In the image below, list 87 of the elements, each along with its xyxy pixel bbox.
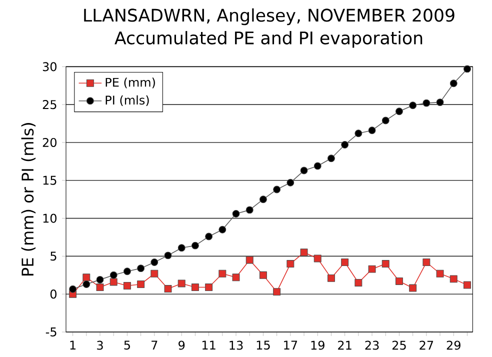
point bbox=[286, 178, 294, 186]
point bbox=[246, 206, 254, 214]
x-tick-label: 17 bbox=[284, 340, 298, 350]
point bbox=[137, 264, 145, 272]
point bbox=[450, 80, 458, 88]
point bbox=[218, 270, 226, 278]
point bbox=[205, 284, 213, 292]
point bbox=[436, 98, 444, 106]
legend-label: PE (mm) bbox=[106, 78, 155, 88]
point bbox=[327, 274, 335, 282]
x-tick-label: 7 bbox=[152, 340, 158, 350]
point bbox=[273, 186, 281, 194]
x-tick-label: 27 bbox=[420, 340, 434, 350]
point bbox=[191, 284, 199, 292]
point bbox=[178, 244, 186, 252]
point bbox=[82, 280, 90, 288]
point bbox=[96, 284, 104, 292]
point bbox=[341, 258, 349, 266]
x-tick-label: 5 bbox=[124, 340, 130, 350]
point bbox=[191, 242, 199, 250]
point bbox=[409, 284, 417, 292]
y-tick-label: 30 bbox=[42, 62, 56, 72]
point bbox=[82, 274, 90, 282]
x-tick-label: 9 bbox=[178, 340, 185, 350]
point bbox=[150, 258, 158, 266]
y-tick-label: -5 bbox=[46, 328, 56, 336]
point bbox=[259, 271, 267, 279]
x-tick-label: 19 bbox=[311, 340, 324, 350]
point bbox=[450, 275, 458, 283]
y-tick-label: 10 bbox=[43, 214, 56, 223]
point bbox=[422, 258, 430, 266]
point bbox=[123, 268, 131, 276]
point bbox=[422, 99, 430, 107]
point bbox=[382, 116, 390, 124]
point bbox=[96, 276, 104, 284]
point bbox=[69, 285, 77, 293]
x-tick-label: 21 bbox=[338, 340, 352, 350]
point bbox=[232, 274, 240, 282]
x-tick-label: 11 bbox=[202, 340, 216, 350]
point bbox=[327, 154, 335, 162]
x-tick-label: 29 bbox=[446, 340, 460, 350]
y-axis-title: PE (mm) or PI (mls) bbox=[21, 123, 36, 276]
y-tick-label: 0 bbox=[50, 290, 56, 299]
point bbox=[273, 288, 281, 296]
point bbox=[436, 270, 444, 278]
point bbox=[395, 108, 403, 116]
y-tick-label: 5 bbox=[50, 252, 56, 261]
point bbox=[354, 130, 362, 138]
point bbox=[205, 232, 213, 240]
y-tick-label: 25 bbox=[42, 100, 56, 110]
x-tick-label: 3 bbox=[97, 340, 103, 350]
point bbox=[178, 280, 186, 288]
point bbox=[218, 226, 226, 234]
point bbox=[314, 254, 322, 262]
chart-subtitle: Accumulated PE and PI evaporation bbox=[114, 31, 422, 48]
point bbox=[368, 265, 376, 273]
point bbox=[137, 280, 145, 288]
point bbox=[232, 210, 240, 218]
y-tick-label: 20 bbox=[42, 138, 56, 148]
point bbox=[110, 278, 118, 286]
point bbox=[409, 102, 417, 110]
point bbox=[341, 141, 349, 148]
point bbox=[368, 126, 376, 134]
point bbox=[463, 281, 471, 289]
legend-label: PI (mls) bbox=[106, 95, 149, 106]
point bbox=[286, 260, 294, 268]
point bbox=[259, 196, 267, 204]
point bbox=[354, 278, 362, 286]
point bbox=[150, 270, 158, 278]
x-tick-label: 1 bbox=[70, 340, 76, 350]
point bbox=[463, 65, 471, 73]
point bbox=[300, 166, 308, 174]
point bbox=[164, 252, 172, 260]
point bbox=[246, 256, 254, 264]
point bbox=[123, 282, 131, 290]
chart-title: LLANSADWRN, Anglesey, NOVEMBER 2009 bbox=[84, 8, 454, 26]
point bbox=[382, 260, 390, 268]
x-tick-label: 23 bbox=[365, 340, 379, 350]
point bbox=[300, 248, 308, 256]
x-tick-label: 25 bbox=[392, 340, 406, 350]
point bbox=[314, 162, 322, 170]
point bbox=[395, 277, 403, 285]
x-tick-label: 13 bbox=[230, 340, 243, 350]
point bbox=[110, 271, 118, 279]
point bbox=[164, 285, 172, 293]
x-tick-label: 15 bbox=[256, 340, 270, 350]
y-tick-label: 15 bbox=[43, 176, 56, 185]
